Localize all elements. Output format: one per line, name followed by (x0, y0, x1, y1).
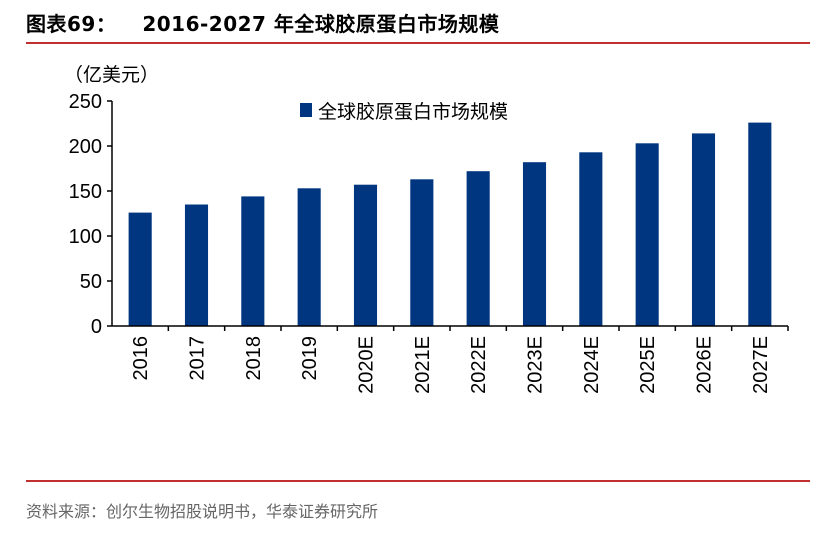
bar-2023E (522, 162, 547, 326)
legend-swatch (300, 103, 312, 117)
bar-2018 (241, 196, 265, 326)
x-tick-label-2019: 2019 (299, 336, 321, 381)
bar-2024E (579, 152, 603, 326)
x-tick-label-2023E: 2023E (525, 336, 547, 394)
figure-number: 图表69： (26, 12, 117, 36)
bar-2020E (353, 184, 378, 326)
x-tick-label-2017: 2017 (187, 336, 209, 381)
x-axis-labels: 2016 2017 2018 2019 2020E 2021E 2022E 2023E 2024… (130, 326, 789, 394)
x-tick-label-2021E: 2021E (412, 336, 434, 394)
bar-2016 (128, 212, 152, 326)
y-tick-label: 200 (69, 136, 102, 158)
bar-2021E (410, 179, 434, 326)
source-note: 资料来源：创尔生物招股说明书，华泰证券研究所 (26, 502, 379, 521)
title-divider (26, 42, 810, 44)
bar-2022E (466, 171, 490, 326)
bar-2019 (297, 188, 321, 326)
y-tick-label: 50 (80, 271, 102, 293)
figure-title-bar: 图表69： 2016-2027 年全球胶原蛋白市场规模 (26, 8, 499, 37)
y-axis-unit-label: （亿美元） (64, 64, 159, 86)
y-tick-label: 250 (69, 91, 102, 113)
footer-divider (26, 480, 810, 482)
y-tick-label: 100 (69, 226, 102, 248)
x-tick-label-2025E: 2025E (637, 336, 659, 394)
x-tick-label-2024E: 2024E (581, 336, 603, 394)
x-tick-label-2027E: 2027E (750, 336, 772, 394)
x-tick-label-2026E: 2026E (694, 336, 716, 394)
bar-2025E (635, 143, 659, 326)
x-tick-label-2018: 2018 (243, 336, 265, 381)
bar-series (128, 122, 772, 326)
bar-2027E (748, 122, 772, 326)
y-tick-label: 150 (69, 181, 102, 203)
legend-label: 全球胶原蛋白市场规模 (318, 101, 508, 123)
x-tick-label-2016: 2016 (130, 336, 152, 381)
y-tick-label: 0 (91, 316, 102, 338)
x-tick-label-2022E: 2022E (468, 336, 490, 394)
x-tick-label-2020E: 2020E (356, 336, 378, 394)
bar-2026E (691, 133, 716, 326)
y-axis-ticks: 0 50 100 150 200 250 (69, 91, 112, 338)
bar-2017 (184, 204, 209, 326)
figure-title: 2016-2027 年全球胶原蛋白市场规模 (142, 12, 500, 36)
